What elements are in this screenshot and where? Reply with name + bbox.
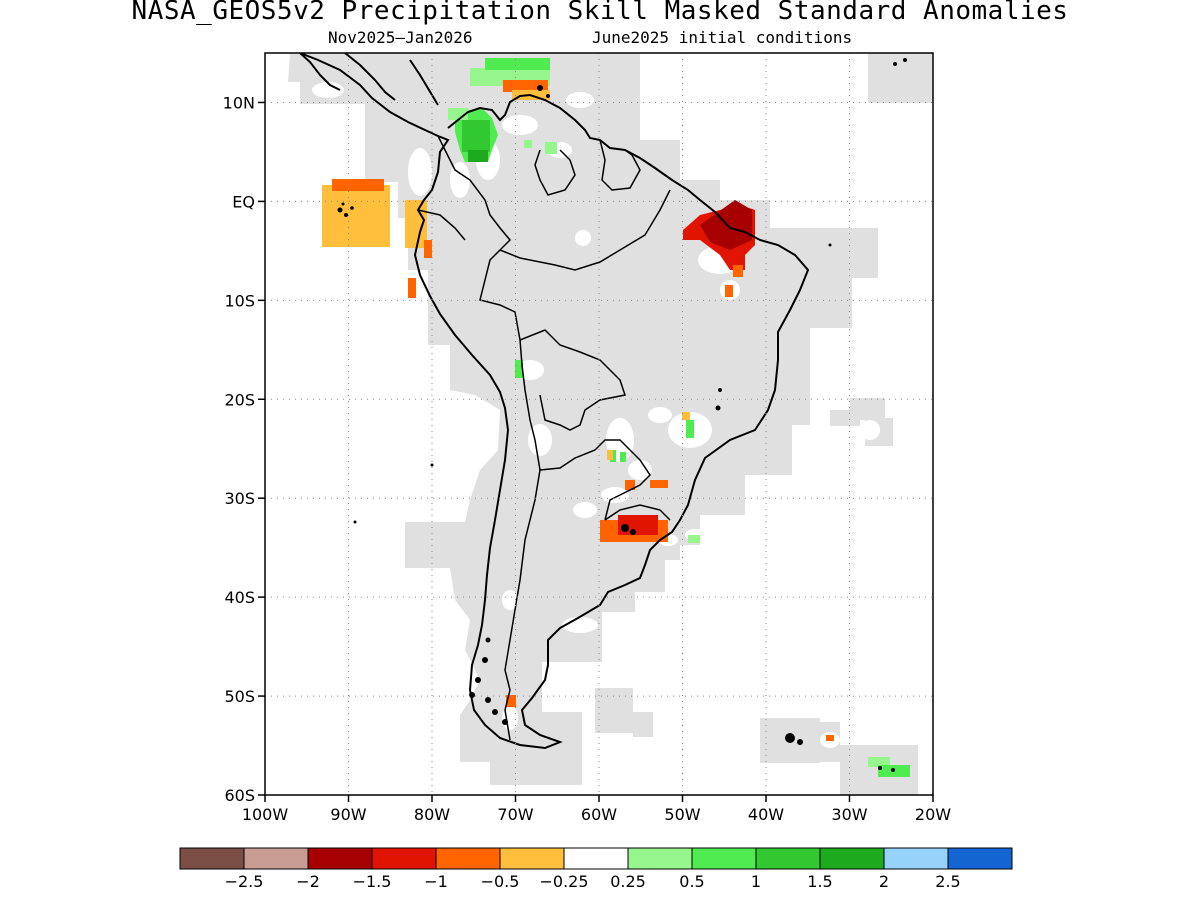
colorbar-label: −1.5 <box>353 872 392 891</box>
map-title: NASA_GEOS5v2 Precipitation Skill Masked … <box>131 0 1069 26</box>
colorbar-label: 0.25 <box>610 872 646 891</box>
colorbar-label: −2.5 <box>225 872 264 891</box>
colorbar-swatch <box>691 847 757 870</box>
lon-tick-label: 60W <box>581 805 617 824</box>
lon-tick-label: 70W <box>497 805 533 824</box>
colorbar-label: −0.25 <box>539 872 588 891</box>
colorbar-label: 1.5 <box>807 872 832 891</box>
map-field <box>288 53 933 795</box>
lat-tick-label: 40S <box>224 588 255 607</box>
south-america-coastline <box>299 53 810 750</box>
lat-tick-label: 30S <box>224 489 255 508</box>
colorbar: −2.5 −2 −1.5 −1 −0.5 −0.25 0.25 0.5 1 1.5 2 2.5 <box>179 847 1013 891</box>
colorbar-swatch <box>179 847 245 870</box>
colorbar-swatch <box>819 847 885 870</box>
initial-conditions-subtitle: June2025 initial conditions <box>592 28 853 47</box>
colorbar-label: 2 <box>879 872 889 891</box>
colorbar-label: −0.5 <box>481 872 520 891</box>
colorbar-swatch <box>883 847 949 870</box>
lon-tick-label: 40W <box>748 805 784 824</box>
lat-tick-label: EQ <box>232 192 255 211</box>
colorbar-swatch <box>435 847 501 870</box>
lon-tick-label: 30W <box>831 805 867 824</box>
lon-tick-label: 80W <box>414 805 450 824</box>
lat-tick-label: 20S <box>224 390 255 409</box>
colorbar-swatch <box>243 847 309 870</box>
colorbar-swatch <box>627 847 693 870</box>
islands-and-lakes <box>337 58 907 772</box>
colorbar-swatch <box>499 847 565 870</box>
colorbar-label: −1 <box>424 872 448 891</box>
lon-tick-label: 90W <box>330 805 366 824</box>
lon-tick-label: 100W <box>242 805 289 824</box>
colorbar-label: 0.5 <box>679 872 704 891</box>
lat-tick-label: 60S <box>224 786 255 805</box>
colorbar-label: 2.5 <box>935 872 960 891</box>
season-subtitle: Nov2025–Jan2026 <box>328 28 473 47</box>
colorbar-swatch <box>371 847 437 870</box>
lon-tick-label: 20W <box>915 805 951 824</box>
lat-tick-label: 10S <box>224 291 255 310</box>
colorbar-swatch <box>755 847 821 870</box>
lat-tick-label: 10N <box>223 93 255 112</box>
colorbar-label: −2 <box>296 872 320 891</box>
colorbar-label: 1 <box>751 872 761 891</box>
colorbar-swatch <box>563 847 629 870</box>
colorbar-swatch <box>307 847 373 870</box>
lon-tick-label: 50W <box>664 805 700 824</box>
lat-tick-label: 50S <box>224 687 255 706</box>
colorbar-swatch <box>947 847 1013 870</box>
country-borders <box>417 135 671 741</box>
